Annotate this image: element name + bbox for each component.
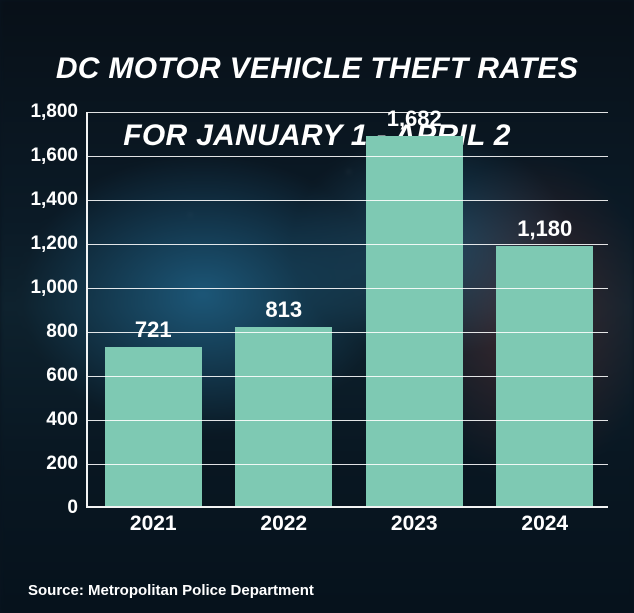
y-axis-tick-label: 1,800 [30,101,78,123]
grid-line [88,244,608,245]
title-line-1: DC MOTOR VEHICLE THEFT RATES [56,52,578,85]
y-axis-tick-label: 0 [67,497,78,519]
bar-value-label: 721 [135,317,172,343]
grid-line [88,112,608,113]
chart-container: DC MOTOR VEHICLE THEFT RATES FOR JANUARY… [0,0,634,613]
bar-value-label: 813 [265,297,302,323]
grid-line [88,376,608,377]
bar-value-label: 1,180 [517,216,572,242]
y-axis-tick-label: 1,400 [30,189,78,211]
y-axis-tick-label: 1,200 [30,233,78,255]
bars-layer: 721 813 1,682 1,180 [88,112,608,506]
bar: 721 [105,347,202,506]
x-axis-tick-label: 2023 [391,512,438,536]
grid-line [88,464,608,465]
y-axis-tick-label: 600 [46,365,78,387]
grid-line [88,200,608,201]
x-axis-tick-label: 2022 [260,512,307,536]
y-axis-tick-label: 1,600 [30,145,78,167]
y-axis-tick-label: 400 [46,409,78,431]
bar-chart: 7218131,6821,180 02004006008001,0001,200… [86,112,608,532]
y-axis-tick-label: 800 [46,321,78,343]
y-axis-tick-label: 1,000 [30,277,78,299]
bar: 1,682 [366,136,463,506]
grid-line [88,420,608,421]
bar: 813 [235,327,332,506]
bar-value-label: 1,682 [387,106,442,132]
x-axis-tick-label: 2021 [130,512,177,536]
grid-line [88,288,608,289]
plot-area: 7218131,6821,180 02004006008001,0001,200… [86,112,608,508]
source-attribution: Source: Metropolitan Police Department [28,582,314,599]
x-axis-tick-label: 2024 [521,512,568,536]
grid-line [88,156,608,157]
grid-line [88,332,608,333]
y-axis-tick-label: 200 [46,453,78,475]
